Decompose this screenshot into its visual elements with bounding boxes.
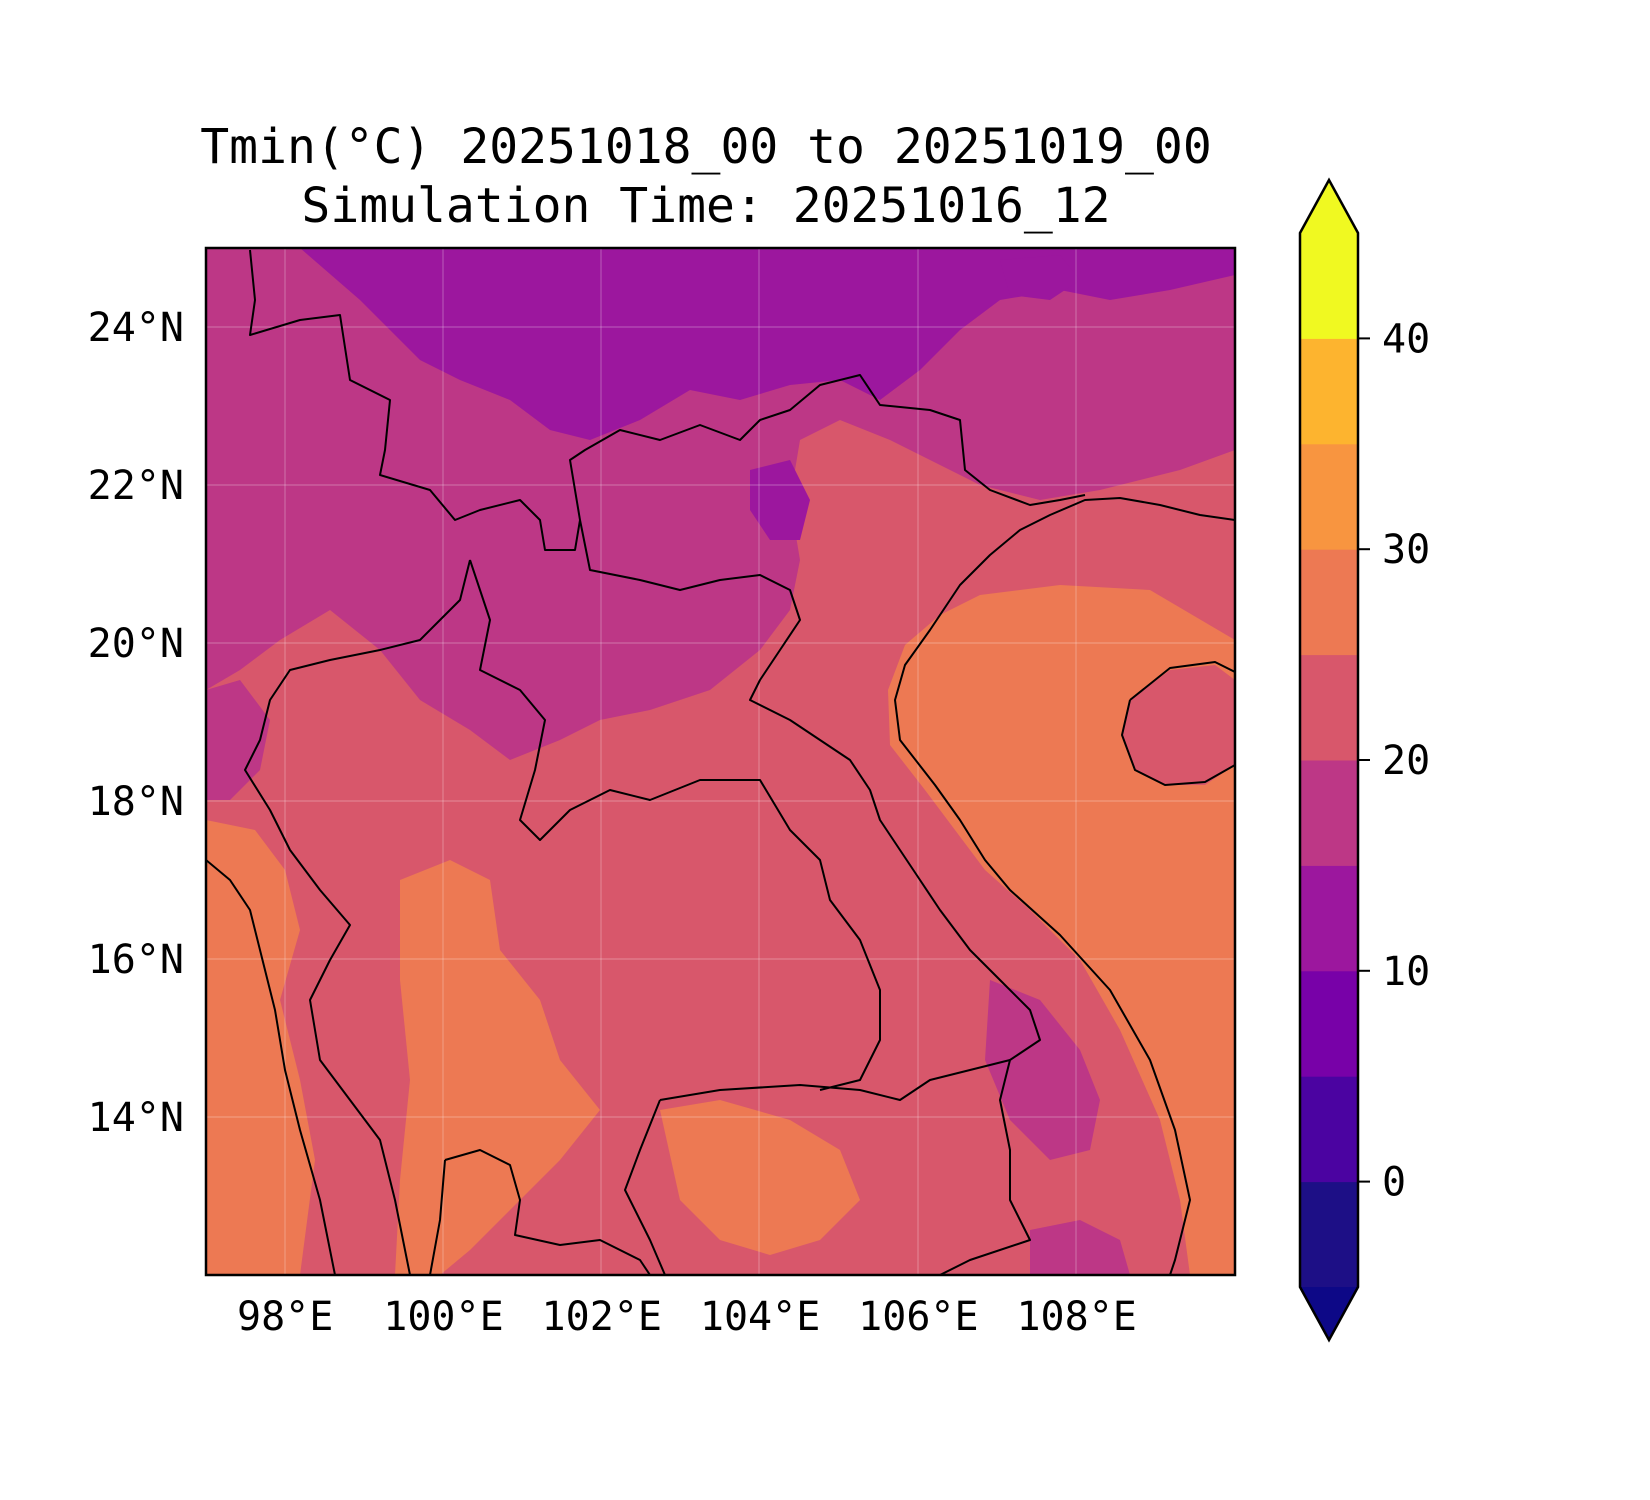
field-se-upland-15-20 [1030, 1220, 1130, 1275]
y-axis: 14°N 16°N 18°N 20°N 22°N 24°N [88, 305, 184, 1141]
y-tick-label: 20°N [88, 621, 184, 667]
y-tick-label: 22°N [88, 463, 184, 509]
border-cambodia [624, 1059, 1011, 1275]
colorbar-segment [1300, 1181, 1358, 1288]
colorbar-segment [1300, 338, 1358, 445]
colorbar-segment [1300, 970, 1358, 1077]
field-west-lowland-25-30 [206, 820, 315, 1275]
x-tick-label: 104°E [700, 1294, 820, 1340]
field-south-upland-15-20 [985, 980, 1100, 1160]
colorbar-tick-label: 10 [1382, 949, 1430, 995]
gridlines [206, 248, 1235, 1275]
colorbar-segment [1300, 233, 1358, 339]
colorbar-extend-max [1300, 180, 1358, 233]
field-central-plain-25-30 [395, 860, 600, 1275]
coastline-gulf-of-thailand [429, 1149, 651, 1275]
colorbar-tick-label: 30 [1382, 527, 1430, 573]
coastlines-borders [206, 249, 1235, 1275]
coastline-hainan [1121, 661, 1235, 786]
x-axis: 98°E 100°E 102°E 104°E 106°E 108°E [237, 1294, 1137, 1340]
colorbar-segment [1300, 1076, 1358, 1183]
colorbar-segment [1300, 760, 1358, 866]
field-cambodia-25-30 [660, 1100, 860, 1255]
colorbar-segment [1300, 443, 1358, 550]
colorbar-segment [1300, 865, 1358, 972]
colorbar-extend-min [1300, 1287, 1358, 1340]
x-tick-label: 100°E [383, 1294, 503, 1340]
colorbar: 0 10 20 30 40 [1298, 177, 1430, 1343]
coastline-andaman [206, 859, 336, 1275]
chart-subtitle: Simulation Time: 20251016_12 [301, 178, 1110, 234]
y-tick-label: 14°N [88, 1095, 184, 1141]
colorbar-outline [1298, 177, 1360, 1343]
field-east-patch-10-15 [1000, 255, 1080, 300]
colorbar-tick-label: 0 [1382, 1160, 1406, 1206]
x-tick-label: 106°E [858, 1294, 978, 1340]
coastline-vietnam [894, 497, 1235, 1275]
colorbar-segment [1300, 549, 1358, 656]
border-thailand-laos [244, 559, 881, 1275]
border-laos-vietnam [579, 519, 1041, 1275]
colorbar-tick-label: 20 [1382, 738, 1430, 784]
field-nw-mountain-10-15 [750, 460, 810, 540]
field-yunnan-10-15 [300, 248, 1235, 440]
y-tick-label: 18°N [88, 779, 184, 825]
colorbar-tick-label: 40 [1382, 316, 1430, 362]
x-tick-label: 98°E [237, 1294, 333, 1340]
field-hainan-20-25 [1122, 665, 1235, 785]
field-west-upland-15-20 [206, 680, 270, 800]
colorbar-segment [1300, 654, 1358, 761]
map-panel [204, 246, 1237, 1277]
y-tick-label: 16°N [88, 937, 184, 983]
x-tick-label: 102°E [542, 1294, 662, 1340]
border-china [249, 249, 1086, 551]
y-tick-label: 24°N [88, 305, 184, 351]
chart-title: Tmin(°C) 20251018_00 to 20251019_00 [200, 119, 1211, 175]
x-tick-label: 108°E [1016, 1294, 1136, 1340]
map-frame [204, 246, 1237, 1277]
